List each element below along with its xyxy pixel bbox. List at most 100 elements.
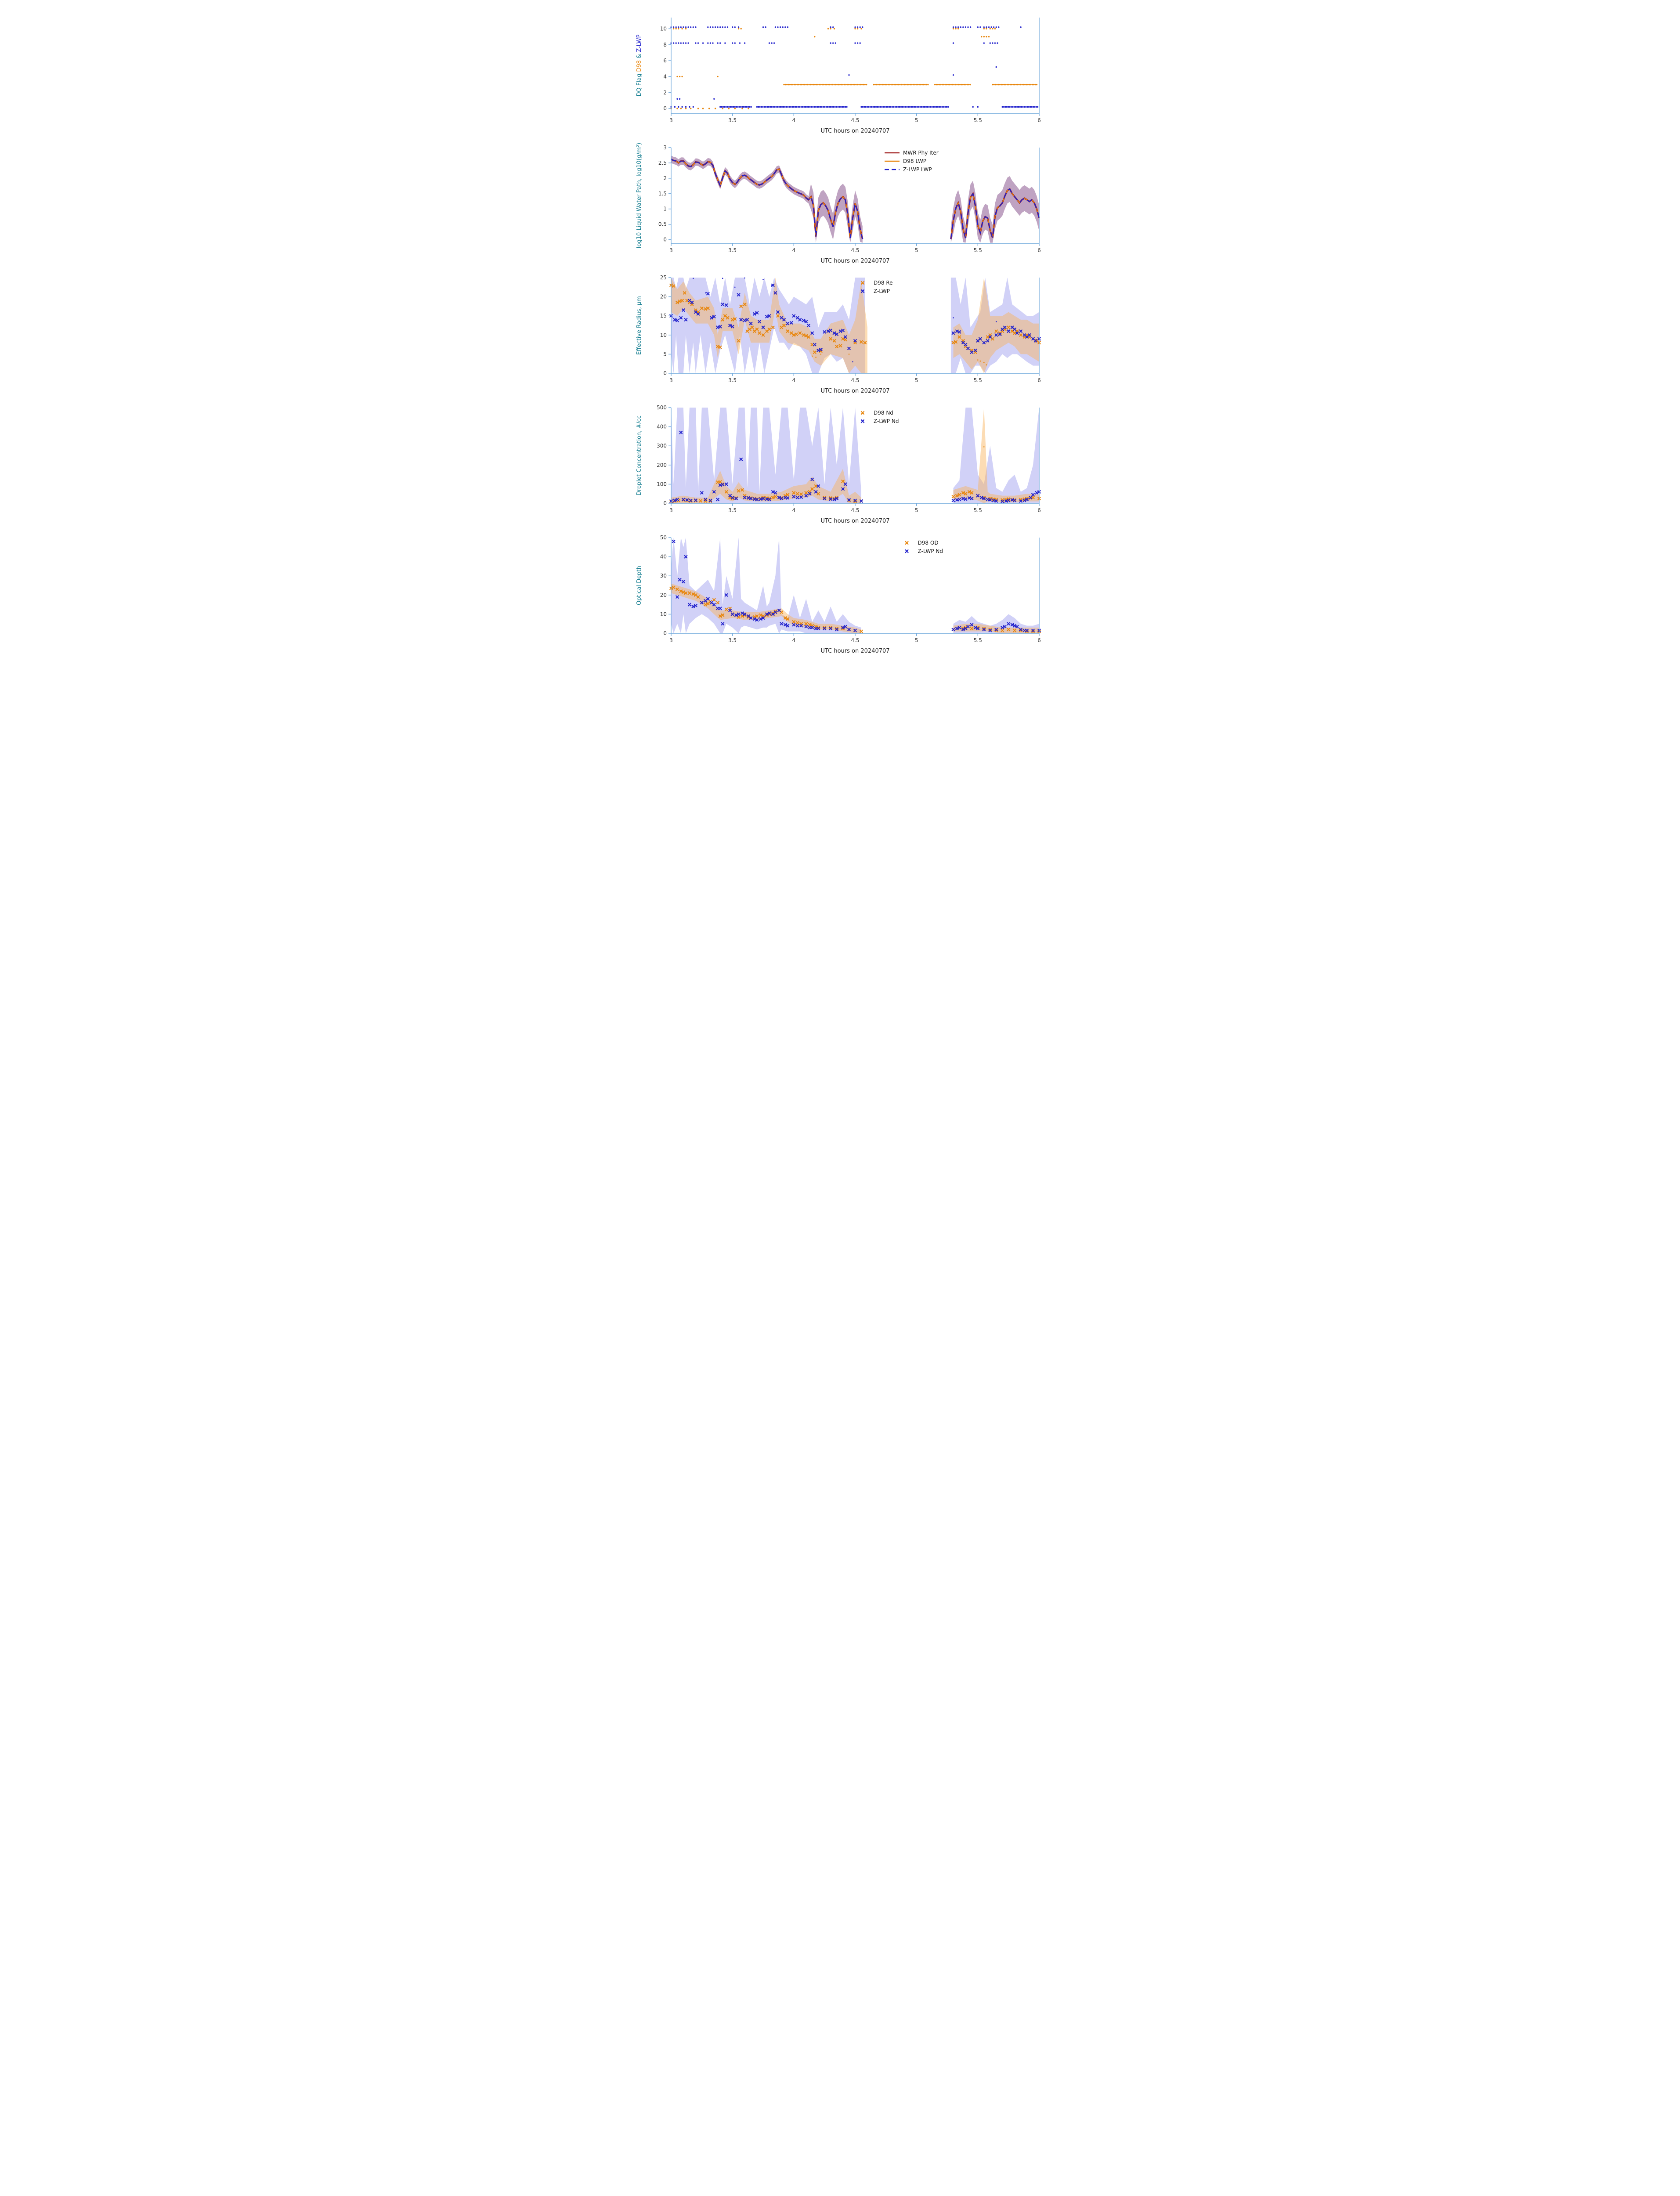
x-tick-label: 3 xyxy=(669,507,673,513)
d98-nd-band xyxy=(671,469,861,503)
z-lwp-nd-band xyxy=(671,408,861,503)
x-tick-label: 5 xyxy=(914,507,918,513)
legend-label: D98 Nd xyxy=(874,410,893,416)
y-axis-label: DQ Flag D98 & Z-LWP xyxy=(636,34,643,96)
droplet-concentration-panel: 3 3.5 4 4.5 5 5.5 6 0 100 200 300 400 500 UTC hours o… xyxy=(629,401,1051,531)
optical-depth-panel: 3 3.5 4 4.5 5 5.5 6 0 10 20 30 40 50 UTC hours on 202… xyxy=(629,531,1051,661)
x-tick-label: 4.5 xyxy=(851,637,859,643)
x-axis-label: UTC hours on 20240707 xyxy=(820,388,889,394)
x-tick-label: 4.5 xyxy=(851,117,859,123)
x-tick-label: 5.5 xyxy=(973,637,982,643)
x-tick-label: 3 xyxy=(669,637,673,643)
x-tick-label: 4.5 xyxy=(851,377,859,383)
d98-flag-points xyxy=(670,28,1037,109)
y-tick-label: 0 xyxy=(663,237,667,243)
lwp-panel: 3 3.5 4 4.5 5 5.5 6 0 0.5 1 1.5 2 2.5 3 UTC hours on 2… xyxy=(629,141,1051,271)
z-lwp-re-markers xyxy=(669,283,1041,354)
x-tick-label: 6 xyxy=(1037,117,1041,123)
y-tick-label: 1.5 xyxy=(658,191,666,197)
y-tick-label: 10 xyxy=(660,611,666,617)
y-tick-label: 10 xyxy=(660,25,666,32)
legend-x-marker-icon xyxy=(860,411,864,415)
d98-re-band xyxy=(671,278,867,373)
y-tick-label: 0 xyxy=(663,370,667,376)
x-tick-label: 5 xyxy=(914,377,918,383)
x-tick-label: 6 xyxy=(1037,507,1041,513)
legend-x-marker-icon xyxy=(860,289,864,293)
x-tick-label: 5 xyxy=(914,247,918,253)
y-tick-label: 2 xyxy=(663,175,667,181)
x-tick-label: 4.5 xyxy=(851,507,859,513)
legend-label: D98 Re xyxy=(874,280,893,286)
lwp-chart: 3 3.5 4 4.5 5 5.5 6 0 0.5 1 1.5 2 2.5 3 UTC hours on 2… xyxy=(636,143,1041,264)
z-lwp-flag-points xyxy=(670,26,1038,108)
effective-radius-panel: 3 3.5 4 4.5 5 5.5 6 0 5 10 15 20 25 UTC hours on 2024… xyxy=(629,271,1051,401)
y-tick-label: 400 xyxy=(657,424,667,430)
x-tick-label: 3.5 xyxy=(728,117,737,123)
x-tick-label: 4.5 xyxy=(851,247,859,253)
y-axis-label: log10 Liquid Water Path, log10(g/m²) xyxy=(636,143,643,248)
y-tick-label: 3 xyxy=(663,144,667,151)
legend-x-marker-icon xyxy=(860,419,864,423)
z-lwp-re-dots xyxy=(692,277,997,363)
x-axis-label: UTC hours on 20240707 xyxy=(820,258,889,264)
x-tick-label: 5.5 xyxy=(973,377,982,383)
x-tick-label: 6 xyxy=(1037,377,1041,383)
d98-od-band xyxy=(953,624,1039,633)
x-tick-label: 4 xyxy=(792,507,795,513)
d98-nd-dots xyxy=(983,446,985,448)
y-tick-label: 1 xyxy=(663,206,667,212)
legend-label: MWR Phy Iter xyxy=(903,150,939,156)
y-tick-label: 30 xyxy=(660,573,666,579)
uncertainty-band xyxy=(671,155,863,243)
y-tick-label: 0 xyxy=(663,500,667,506)
y-tick-label: 2 xyxy=(663,90,667,96)
x-tick-label: 6 xyxy=(1037,637,1041,643)
legend-label: Z-LWP xyxy=(874,288,890,294)
legend-label: Z-LWP LWP xyxy=(903,166,932,173)
x-tick-label: 3.5 xyxy=(728,377,737,383)
z-lwp-nd-markers xyxy=(669,430,1041,503)
x-axis-label: UTC hours on 20240707 xyxy=(820,128,889,134)
x-tick-label: 3 xyxy=(669,377,673,383)
x-tick-label: 3.5 xyxy=(728,637,737,643)
y-tick-label: 6 xyxy=(663,58,667,64)
y-tick-label: 20 xyxy=(660,294,666,300)
effective-radius-chart: 3 3.5 4 4.5 5 5.5 6 0 5 10 15 20 25 UTC hours on 2024… xyxy=(636,274,1041,394)
x-tick-label: 3.5 xyxy=(728,247,737,253)
y-tick-label: 2.5 xyxy=(658,160,666,166)
x-tick-label: 5.5 xyxy=(973,507,982,513)
y-tick-label: 5 xyxy=(663,351,667,357)
y-axis-label: Effective Radius, µm xyxy=(636,296,643,355)
y-axis-label: Droplet Concentration, #/cc xyxy=(636,415,643,495)
z-lwp-od-markers xyxy=(671,539,1041,632)
x-axis-label: UTC hours on 20240707 xyxy=(820,518,889,524)
figure: 3 3.5 4 4.5 5 5.5 6 0 2 4 6 8 10 UTC hours on 2024070… xyxy=(629,0,1051,661)
y-axis-label: Optical Depth xyxy=(636,566,643,605)
x-tick-label: 5.5 xyxy=(973,247,982,253)
x-tick-label: 4 xyxy=(792,247,795,253)
z-lwp-nd-band xyxy=(953,408,1039,503)
z-lwp-od-band xyxy=(671,538,861,633)
legend-x-marker-icon xyxy=(860,281,864,285)
x-tick-label: 4 xyxy=(792,637,795,643)
z-lwp-lwp-line xyxy=(671,159,863,239)
y-tick-label: 50 xyxy=(660,535,666,541)
x-tick-label: 4 xyxy=(792,117,795,123)
y-tick-label: 20 xyxy=(660,592,666,598)
x-tick-label: 3.5 xyxy=(728,507,737,513)
z-lwp-re-band xyxy=(671,278,865,373)
y-tick-label: 0.5 xyxy=(658,221,666,228)
optical-depth-chart: 3 3.5 4 4.5 5 5.5 6 0 10 20 30 40 50 UTC hours on 202… xyxy=(636,535,1041,654)
x-tick-label: 5 xyxy=(914,637,918,643)
y-tick-label: 0 xyxy=(663,630,667,636)
y-tick-label: 500 xyxy=(657,405,667,411)
x-tick-label: 3 xyxy=(669,117,673,123)
x-tick-label: 4 xyxy=(792,377,795,383)
x-tick-label: 5.5 xyxy=(973,117,982,123)
y-tick-label: 200 xyxy=(657,462,667,468)
y-tick-label: 25 xyxy=(660,274,666,281)
dq-flag-panel: 3 3.5 4 4.5 5 5.5 6 0 2 4 6 8 10 UTC hours on 2024070… xyxy=(629,11,1051,141)
z-lwp-lwp-line xyxy=(950,188,1040,239)
y-tick-label: 10 xyxy=(660,332,666,338)
